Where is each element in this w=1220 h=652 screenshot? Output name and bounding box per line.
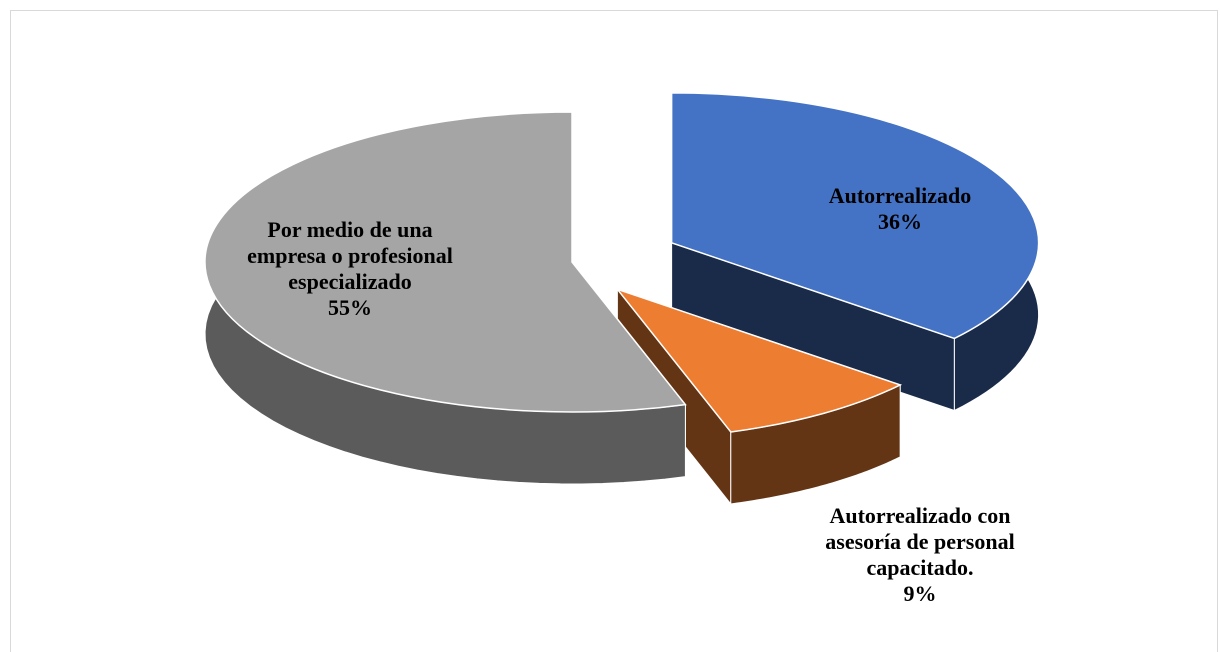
data-label: Por medio de una empresa o profesional e… xyxy=(230,217,470,321)
pie-tops xyxy=(204,92,1040,433)
pie-slice xyxy=(204,111,687,413)
label-value: 36% xyxy=(878,209,922,234)
label-value: 55% xyxy=(328,295,372,320)
label-value: 9% xyxy=(903,581,937,606)
data-label: Autorrealizado 36% xyxy=(790,183,1010,235)
pie-slice xyxy=(670,92,1040,340)
label-category: Autorrealizado con asesoría de personal … xyxy=(825,503,1015,580)
label-category: Autorrealizado xyxy=(828,183,972,208)
chart-border xyxy=(10,10,1218,652)
data-label: Autorrealizado con asesoría de personal … xyxy=(820,503,1020,607)
label-category: Por medio de una empresa o profesional e… xyxy=(247,217,453,294)
pie-slice xyxy=(615,287,903,433)
